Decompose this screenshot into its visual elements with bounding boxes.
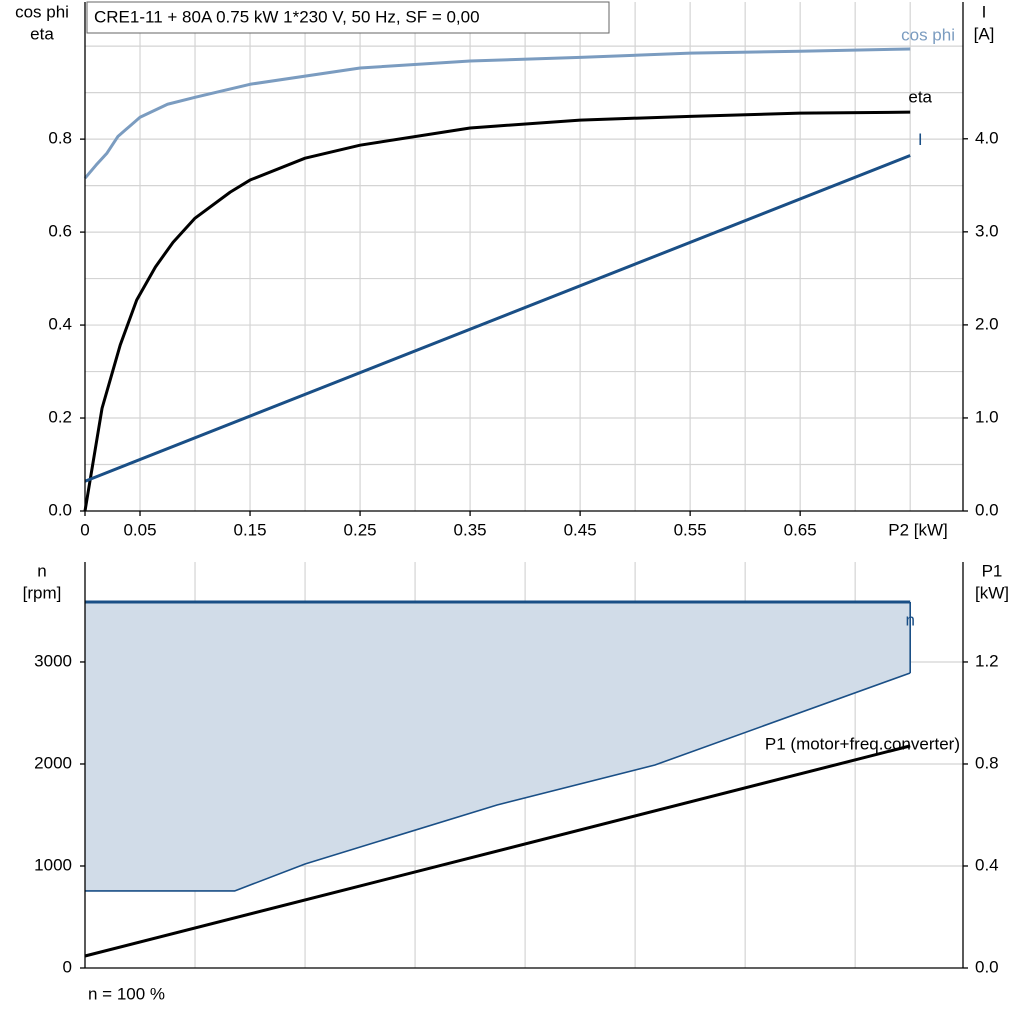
y2-axis-label: [A] [974, 24, 995, 43]
x-tick-label: 0.25 [344, 520, 377, 539]
y-tick-label: 1000 [34, 855, 72, 874]
series-label: n [905, 610, 914, 629]
series-line [83, 47, 911, 180]
y-tick-label: 0.4 [48, 315, 72, 334]
y2-tick-label: 0.8 [975, 753, 999, 772]
x-tick-label: 0.35 [454, 520, 487, 539]
x-tick-label: 0.55 [674, 520, 707, 539]
series-label: P1 (motor+freq.converter) [765, 734, 960, 753]
x-tick-label: 0.05 [123, 520, 156, 539]
y2-tick-label: 0.0 [975, 957, 999, 976]
series-label: eta [908, 88, 932, 107]
x-tick-label: 0.15 [233, 520, 266, 539]
y-tick-label: 0.8 [48, 129, 72, 148]
chart-title: CRE1-11 + 80A 0.75 kW 1*230 V, 50 Hz, SF… [94, 7, 480, 26]
y-axis-label: [rpm] [23, 583, 62, 602]
y2-tick-label: 1.0 [975, 407, 999, 426]
y-tick-label: 3000 [34, 651, 72, 670]
title-box [86, 1, 610, 34]
y2-tick-label: 1.2 [975, 651, 999, 670]
series-line [83, 110, 911, 512]
y-tick-label: 0.6 [48, 222, 72, 241]
y2-tick-label: 2.0 [975, 314, 999, 333]
x-tick-label: 0 [80, 520, 89, 539]
y2-tick-label: 4.0 [975, 128, 999, 147]
y-axis-label: eta [30, 24, 54, 43]
y2-tick-label: 0.0 [975, 500, 999, 519]
y2-tick-label: 3.0 [975, 221, 999, 240]
y-tick-label: 0.2 [48, 408, 72, 427]
x-tick-label: 0.65 [784, 520, 817, 539]
note: n = 100 % [88, 984, 165, 1003]
y-tick-label: 0 [63, 957, 72, 976]
series-line [84, 154, 911, 483]
y-tick-label: 2000 [34, 753, 72, 772]
y-axis-label: n [37, 561, 46, 580]
series-line [84, 744, 911, 958]
y2-axis-label: P1 [982, 561, 1003, 580]
y2-tick-label: 0.4 [975, 855, 999, 874]
y2-axis-label: I [982, 2, 987, 21]
y-axis-label: cos phi [15, 2, 69, 21]
x-axis-label: P2 [kW] [888, 520, 948, 539]
x-tick-label: 0.45 [564, 520, 597, 539]
range-area [85, 601, 911, 891]
y-tick-label: 0.0 [48, 500, 72, 519]
range-lower-line [85, 672, 911, 892]
series-label: cos phi [901, 25, 955, 44]
y2-axis-label: [kW] [975, 583, 1009, 602]
series-label: I [918, 130, 923, 149]
